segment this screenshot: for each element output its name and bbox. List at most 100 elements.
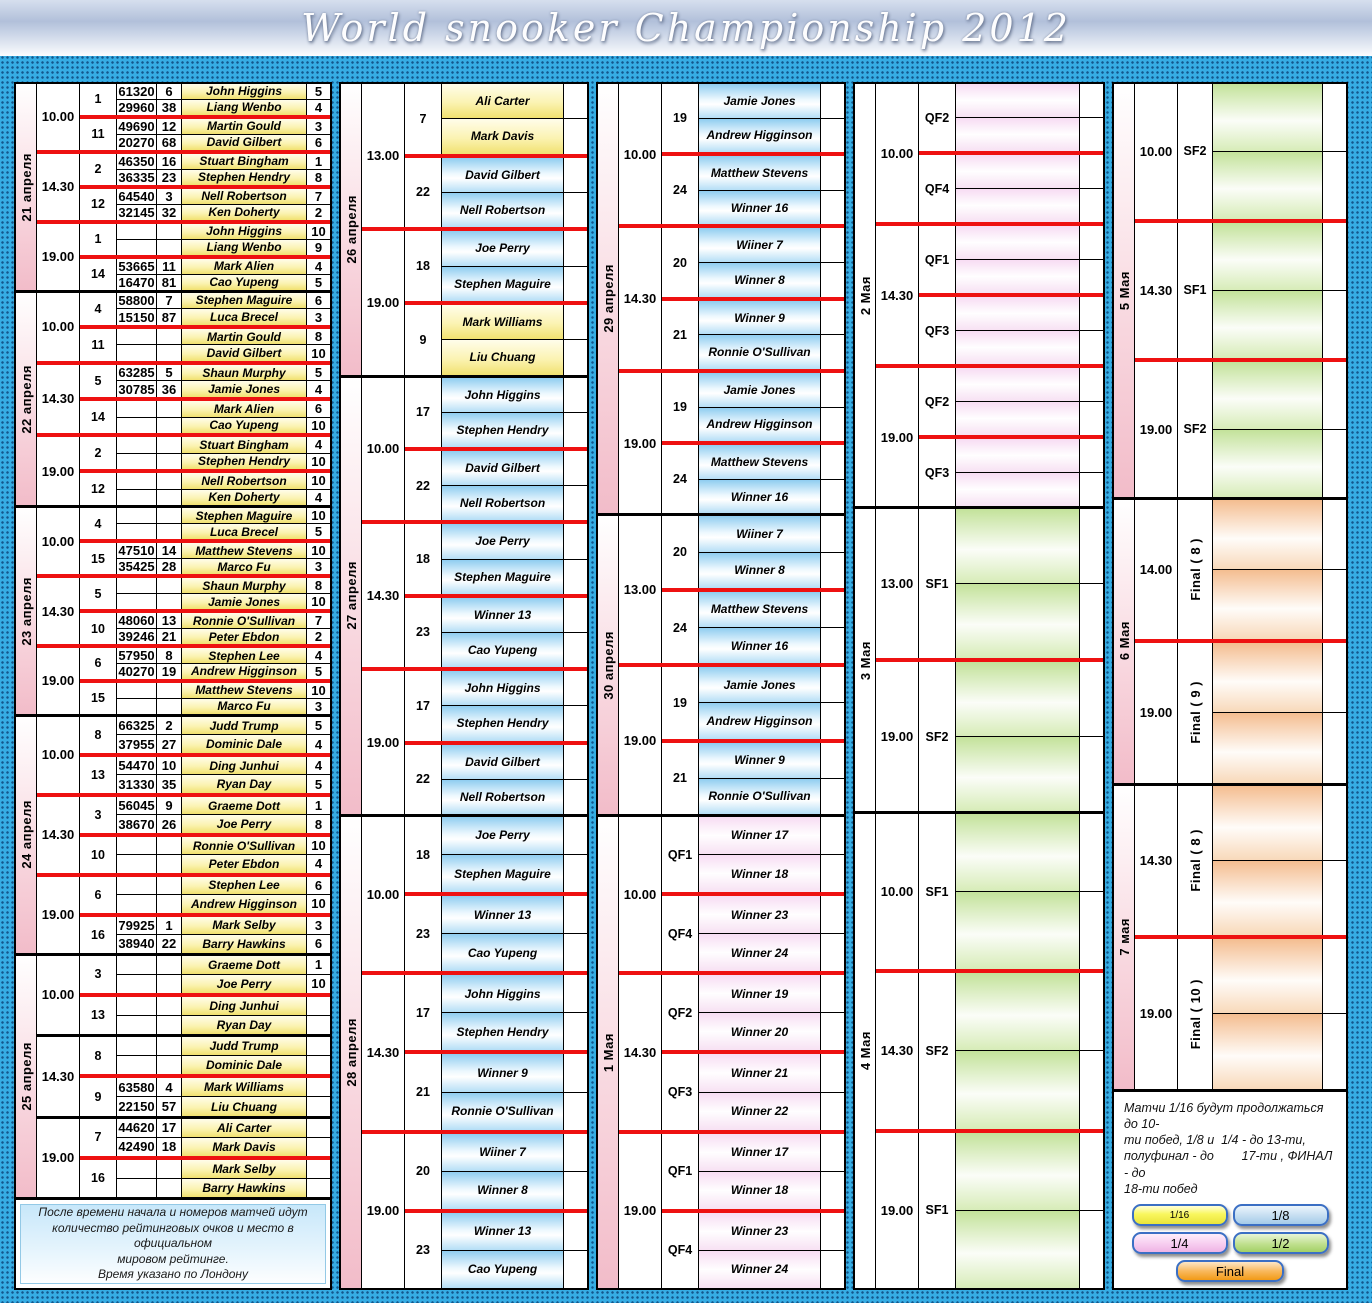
player-row: [1213, 643, 1346, 714]
block-matches: 4 Stephen Maguire 10 Luca Brecel 5 15 47510 14 M…: [80, 508, 330, 575]
match-label: QF3: [919, 297, 956, 365]
match-rows: 46350 16 Stuart Bingham 1 36335 23 Stephen Hen…: [117, 153, 330, 185]
player-name-cell: Peter Ebdon: [182, 855, 307, 873]
player-row: 32145 32 Ken Doherty 2: [117, 204, 330, 220]
rating-cell: [117, 836, 157, 855]
date-label: 4 Мая: [855, 813, 876, 1288]
rank-cell: [157, 1015, 182, 1035]
player-row: Nell Robertson: [442, 486, 587, 521]
score-cell: [307, 1097, 330, 1115]
match: 24 Matthew Stevens Winner 16: [662, 445, 844, 514]
block-matches: Final ( 8 ): [1178, 785, 1346, 936]
match: 18 Joe Perry Stephen Maguire: [405, 524, 587, 598]
player-name-cell: Ken Doherty: [182, 204, 307, 220]
match-rows: Winner 19 Winner 20: [699, 975, 844, 1051]
player-name-cell: Liang Wenbo: [182, 239, 307, 255]
time-block: 14.30 2 46350 16 Stuart Bingham 1 36335 23 Steph…: [37, 153, 330, 224]
legend-button-1-16[interactable]: 1/16: [1131, 1204, 1228, 1226]
player-name-cell: Dominic Dale: [182, 735, 307, 753]
match-label: QF2: [919, 84, 956, 152]
legend-button-1-4[interactable]: 1/4: [1131, 1232, 1228, 1254]
player-name-cell: Ronnie O'Sullivan: [442, 1092, 564, 1130]
time-label: 19.00: [876, 662, 919, 811]
score-cell: [564, 413, 587, 447]
player-name-cell: Winner 22: [699, 1092, 821, 1130]
player-row: [956, 368, 1103, 403]
time-text: 19.00: [623, 1203, 657, 1219]
player-name-cell: Winner 23: [699, 1212, 821, 1250]
rating-cell: [117, 974, 157, 993]
score-cell: 10: [311, 508, 326, 524]
match-rows: 63580 4 Mark Williams 22150 57 Liu Chuang: [117, 1078, 330, 1116]
time-label: 10.00: [37, 716, 80, 793]
score-cell: [1080, 331, 1103, 364]
player-name-cell: Mark Alien: [182, 400, 307, 417]
player-name-cell: Winner 8: [699, 552, 821, 588]
player-row: Ryan Day: [117, 1015, 330, 1035]
match-rows: John Higgins Stephen Hendry: [442, 671, 587, 741]
date-section: 5 Мая 10.00 SF2 14.30 SF1 19.00 SF2: [1114, 84, 1346, 500]
match: QF3: [919, 439, 1103, 507]
time-block: 10.00 3 Graeme Dott 1 Joe Perry 10 13 Ding Junh…: [37, 955, 330, 1038]
legend-button-Final[interactable]: Final: [1176, 1260, 1284, 1282]
match-label-text: 18: [416, 552, 430, 567]
score-cell: 1: [314, 798, 323, 814]
player-row: [1213, 429, 1346, 497]
score-cell: [564, 378, 587, 412]
match-label-text: 8: [94, 727, 102, 742]
player-name-cell: Andrew Higginson: [182, 895, 307, 913]
match-label: 23: [405, 896, 442, 972]
match-label-text: Final ( 8 ): [1187, 828, 1203, 892]
match-label: 12: [80, 188, 117, 220]
score-cell: [821, 156, 844, 190]
date-label: 23 апреля: [16, 508, 37, 714]
score-cell: 10: [311, 838, 326, 853]
date-text: 2 Мая: [857, 275, 873, 315]
rating-cell: [117, 1159, 157, 1178]
player-row: Peter Ebdon 4: [117, 855, 330, 873]
rating-cell: 49690: [117, 118, 157, 134]
rating-cell: 46350: [117, 153, 157, 169]
score-cell: [564, 745, 587, 779]
match-label: 20: [662, 516, 699, 588]
player-name-cell: Shaun Murphy: [182, 364, 307, 381]
title-banner: World snooker Championship 2012: [0, 0, 1372, 56]
player-row: Martin Gould 8: [117, 328, 330, 346]
match-label: 19: [662, 667, 699, 739]
score-cell: 3: [314, 917, 323, 933]
match-label: 4: [80, 292, 117, 325]
time-block: 19.00 18 Joe Perry Stephen Maguire 9 Mark Wil…: [362, 231, 587, 375]
score-cell: 5: [314, 776, 323, 792]
time-label: 14.30: [37, 153, 80, 220]
date-label: 1 Мая: [598, 816, 619, 1288]
legend-button-1-2[interactable]: 1/2: [1232, 1232, 1329, 1254]
match-rows: 56045 9 Graeme Dott 1 38670 26 Joe Perry 8: [117, 796, 330, 833]
block-matches: 1 John Higgins 10 Liang Wenbo 9 14 53665 11 Mark…: [80, 223, 330, 290]
rank-cell: [157, 223, 182, 239]
player-row: [956, 331, 1103, 365]
player-name-cell: Ding Junhui: [182, 996, 307, 1015]
time-block: 13.00 7 Ali Carter Mark Davis 22 David Gilber…: [362, 84, 587, 232]
score-cell: [1323, 861, 1346, 935]
score-cell: [1080, 1051, 1103, 1128]
time-text: 14.30: [623, 291, 657, 307]
time-block: 14.00 Final ( 8 ): [1135, 499, 1346, 644]
match: 21 Winner 9 Ronnie O'Sullivan: [405, 1054, 587, 1130]
player-row: Andrew Higginson: [699, 703, 844, 739]
legend-button-1-8[interactable]: 1/8: [1232, 1204, 1329, 1226]
score-cell: [821, 480, 844, 514]
score-cell: [564, 1213, 587, 1250]
player-name-cell: [1213, 361, 1323, 429]
match-label-text: QF3: [667, 1085, 693, 1100]
rank-cell: 28: [157, 559, 182, 575]
match: QF4 Winner 23 Winner 24: [662, 896, 844, 972]
match: 14 Mark Alien 6 Cao Yupeng 10: [80, 400, 330, 434]
player-row: Winner 17: [699, 816, 844, 856]
block-matches: 2 Stuart Bingham 4 Stephen Hendry 10 12 Nell R…: [80, 437, 330, 506]
player-row: Matthew Stevens: [699, 445, 844, 480]
match-label-text: 8: [94, 1048, 102, 1063]
date-label: 28 апреля: [341, 816, 362, 1288]
rating-cell: 20270: [117, 134, 157, 150]
score-cell: 4: [314, 258, 323, 274]
match: 16 79925 1 Mark Selby 3 38940 22 Barry Hawkins 6: [80, 916, 330, 953]
